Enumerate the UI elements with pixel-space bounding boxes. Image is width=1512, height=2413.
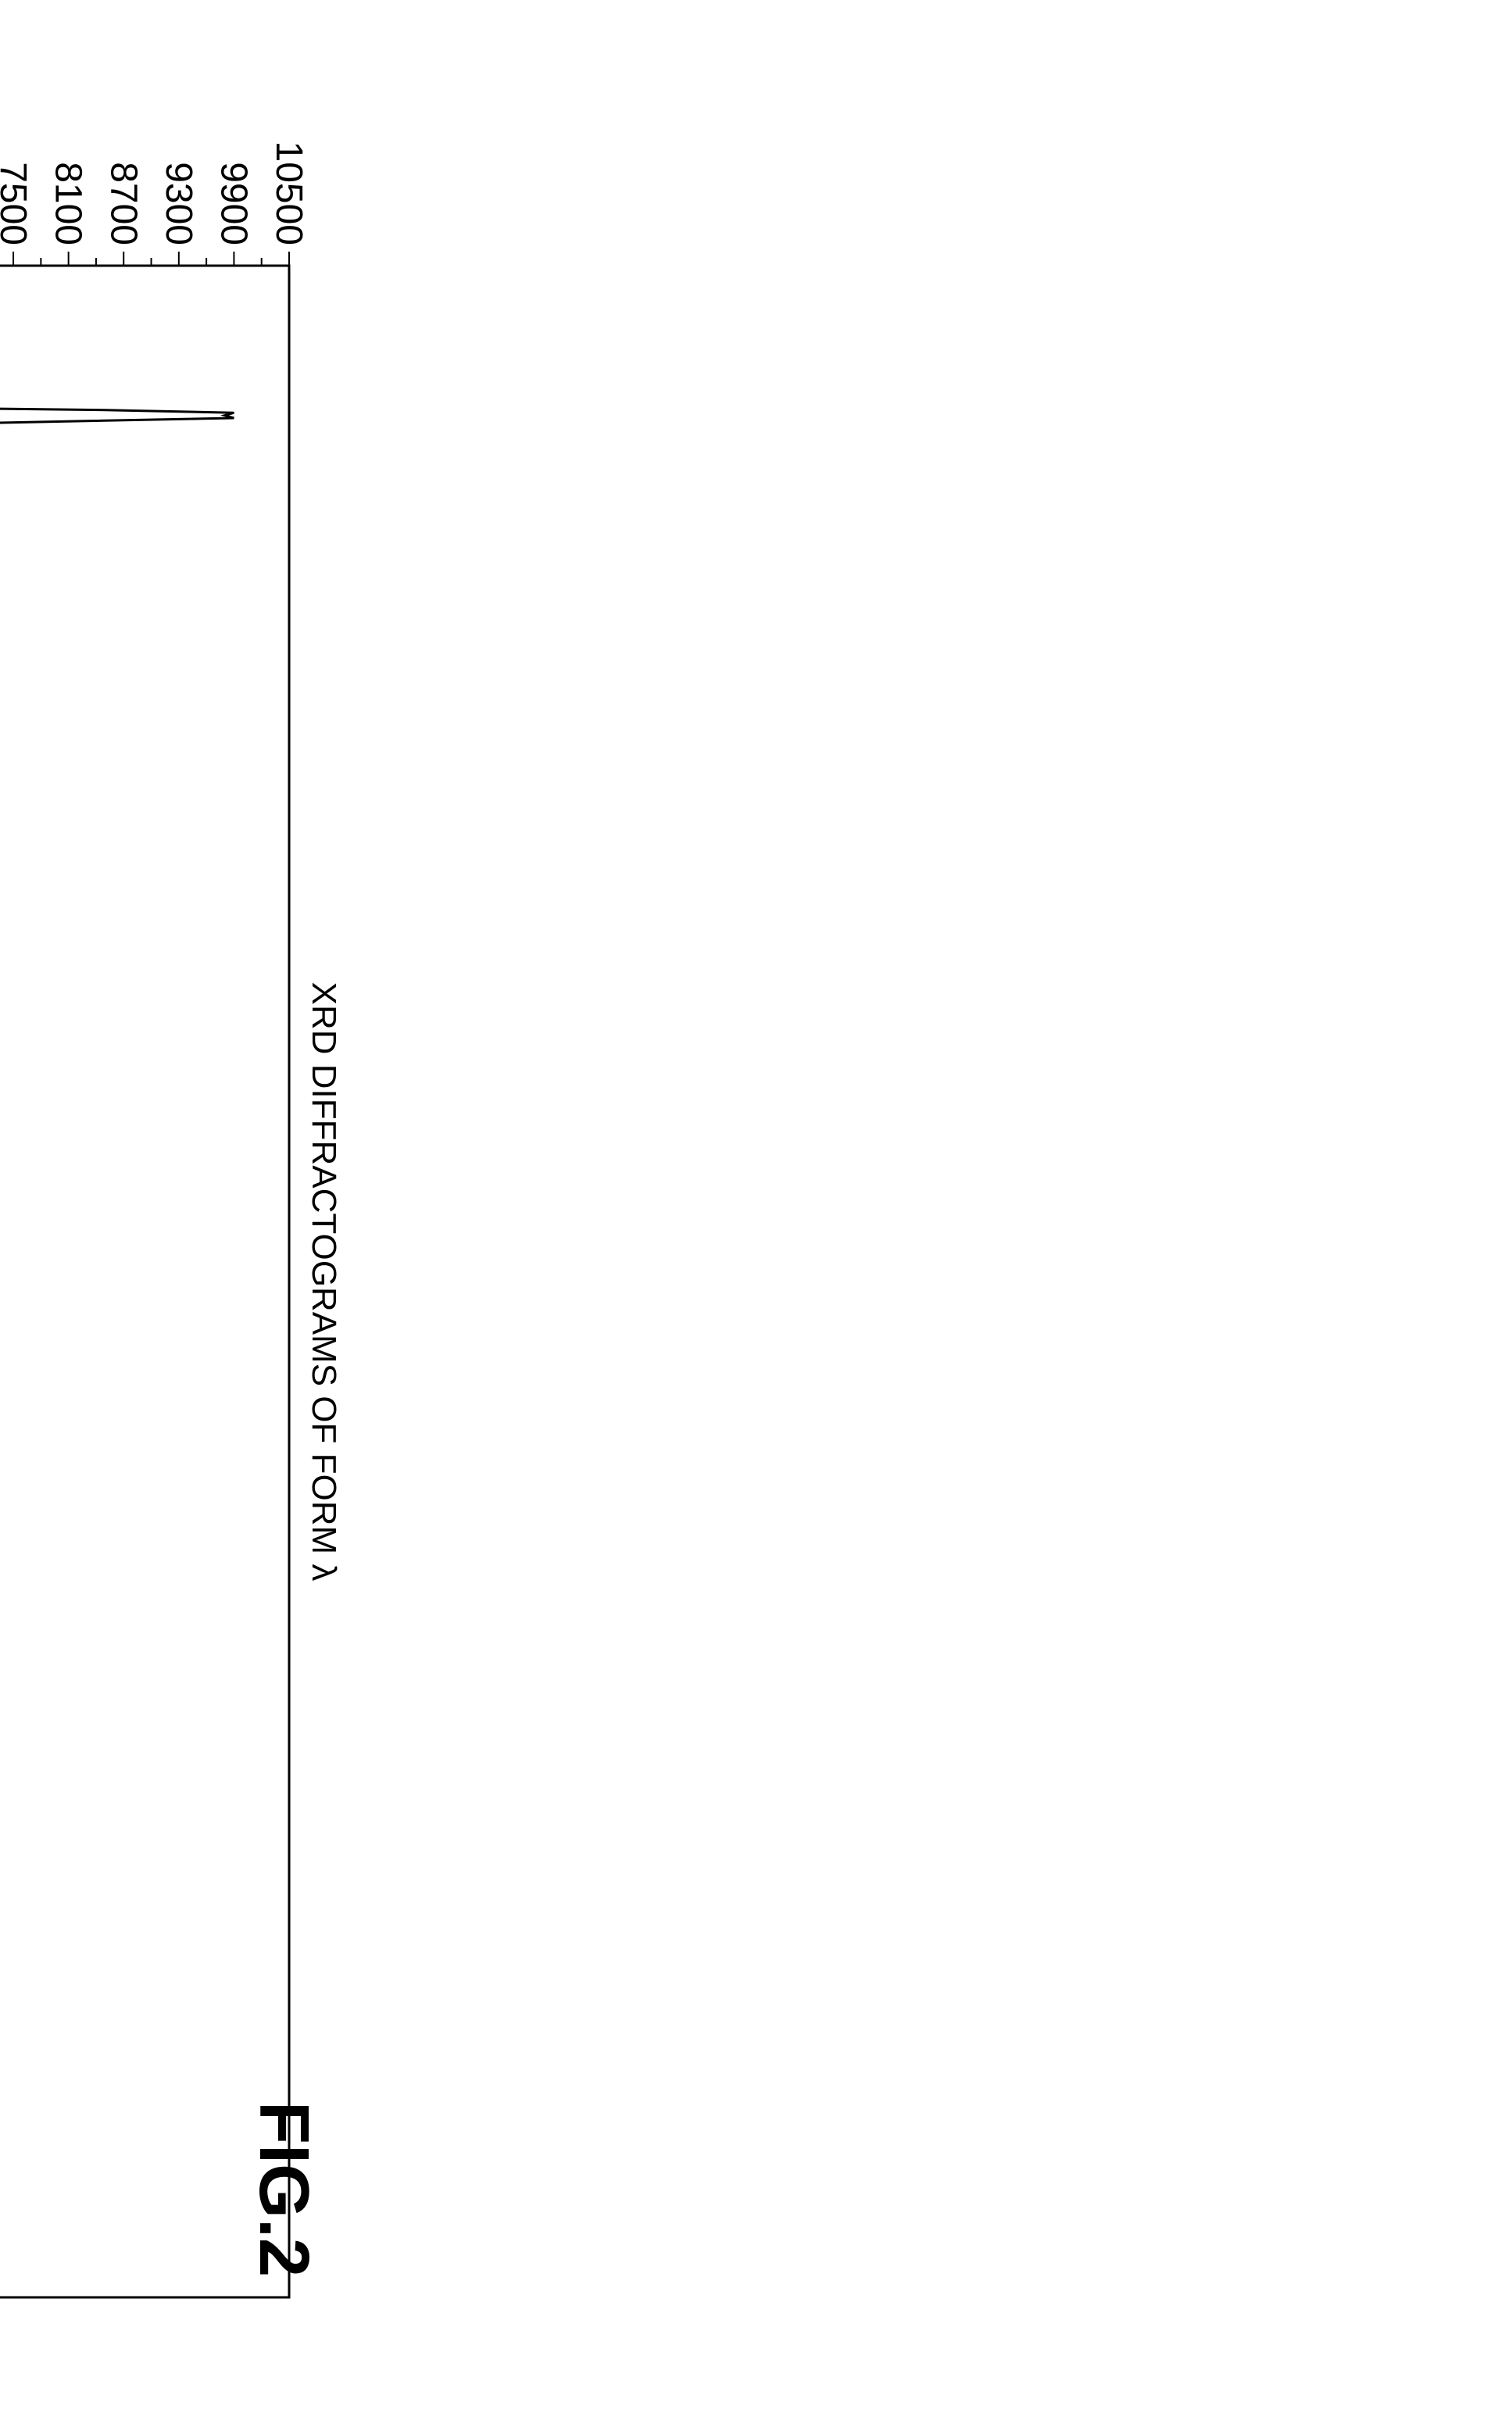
- y-tick-label: 8700: [102, 162, 144, 245]
- y-tick-label: 8100: [48, 162, 89, 245]
- chart-title: XRD DIFFRACTOGRAMS OF FORM λ: [305, 982, 343, 1582]
- chart-container: XRD DIFFRACTOGRAMS OF FORM λ300900150021…: [0, 78, 352, 2329]
- plot-border: [0, 266, 289, 2297]
- y-tick-label: 9300: [158, 162, 199, 245]
- xrd-chart: XRD DIFFRACTOGRAMS OF FORM λ300900150021…: [0, 78, 352, 2329]
- y-tick-label: 10500: [268, 141, 309, 245]
- figure-label: FIG.2: [243, 2101, 323, 2277]
- y-tick-label: 9900: [213, 162, 254, 245]
- y-tick-label: 7500: [0, 162, 34, 245]
